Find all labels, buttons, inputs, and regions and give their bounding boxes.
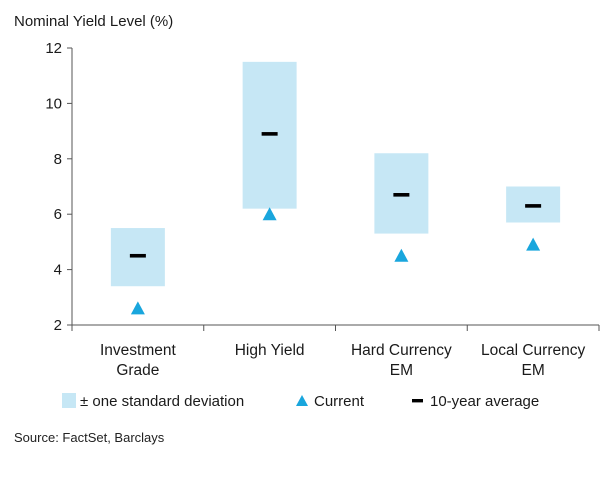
x-tick-label: Grade (116, 362, 159, 379)
current-marker (130, 301, 145, 315)
x-tick-label: Investment (100, 342, 177, 359)
y-tick-label: 12 (45, 40, 62, 57)
current-markers (130, 207, 541, 315)
y-tick-label: 6 (54, 206, 62, 223)
y-axis: 2 4 6 8 10 12 (45, 40, 73, 334)
legend: ± one standard deviation Current 10-year a… (62, 393, 539, 410)
x-tick-label: Hard Currency (351, 342, 452, 359)
x-axis: Investment Grade High Yield Hard Currency EM… (71, 324, 600, 379)
current-marker (394, 248, 409, 262)
x-tick-label: Local Currency (481, 342, 585, 359)
legend-band-label: ± one standard deviation (80, 393, 244, 410)
x-tick-label: High Yield (235, 342, 305, 359)
current-marker (262, 207, 277, 221)
legend-average-marker (412, 399, 423, 403)
x-tick-label: EM (522, 362, 545, 379)
y-tick-label: 8 (54, 151, 62, 168)
legend-band-swatch (62, 393, 76, 408)
y-axis-title: Nominal Yield Level (%) (14, 13, 173, 30)
average-marker (129, 253, 146, 258)
average-marker (525, 204, 542, 208)
y-tick-label: 4 (54, 262, 62, 279)
legend-current-label: Current (314, 393, 365, 410)
legend-average-label: 10-year average (430, 393, 539, 410)
source-note: Source: FactSet, Barclays (14, 430, 165, 445)
y-tick-label: 2 (54, 317, 62, 334)
x-tick-label: EM (390, 362, 413, 379)
average-marker (261, 132, 278, 136)
current-marker (526, 237, 541, 251)
legend-current-marker (296, 395, 308, 406)
average-markers (129, 132, 542, 258)
y-tick-label: 10 (45, 95, 62, 112)
average-marker (393, 193, 410, 197)
std-dev-bands (110, 61, 561, 287)
